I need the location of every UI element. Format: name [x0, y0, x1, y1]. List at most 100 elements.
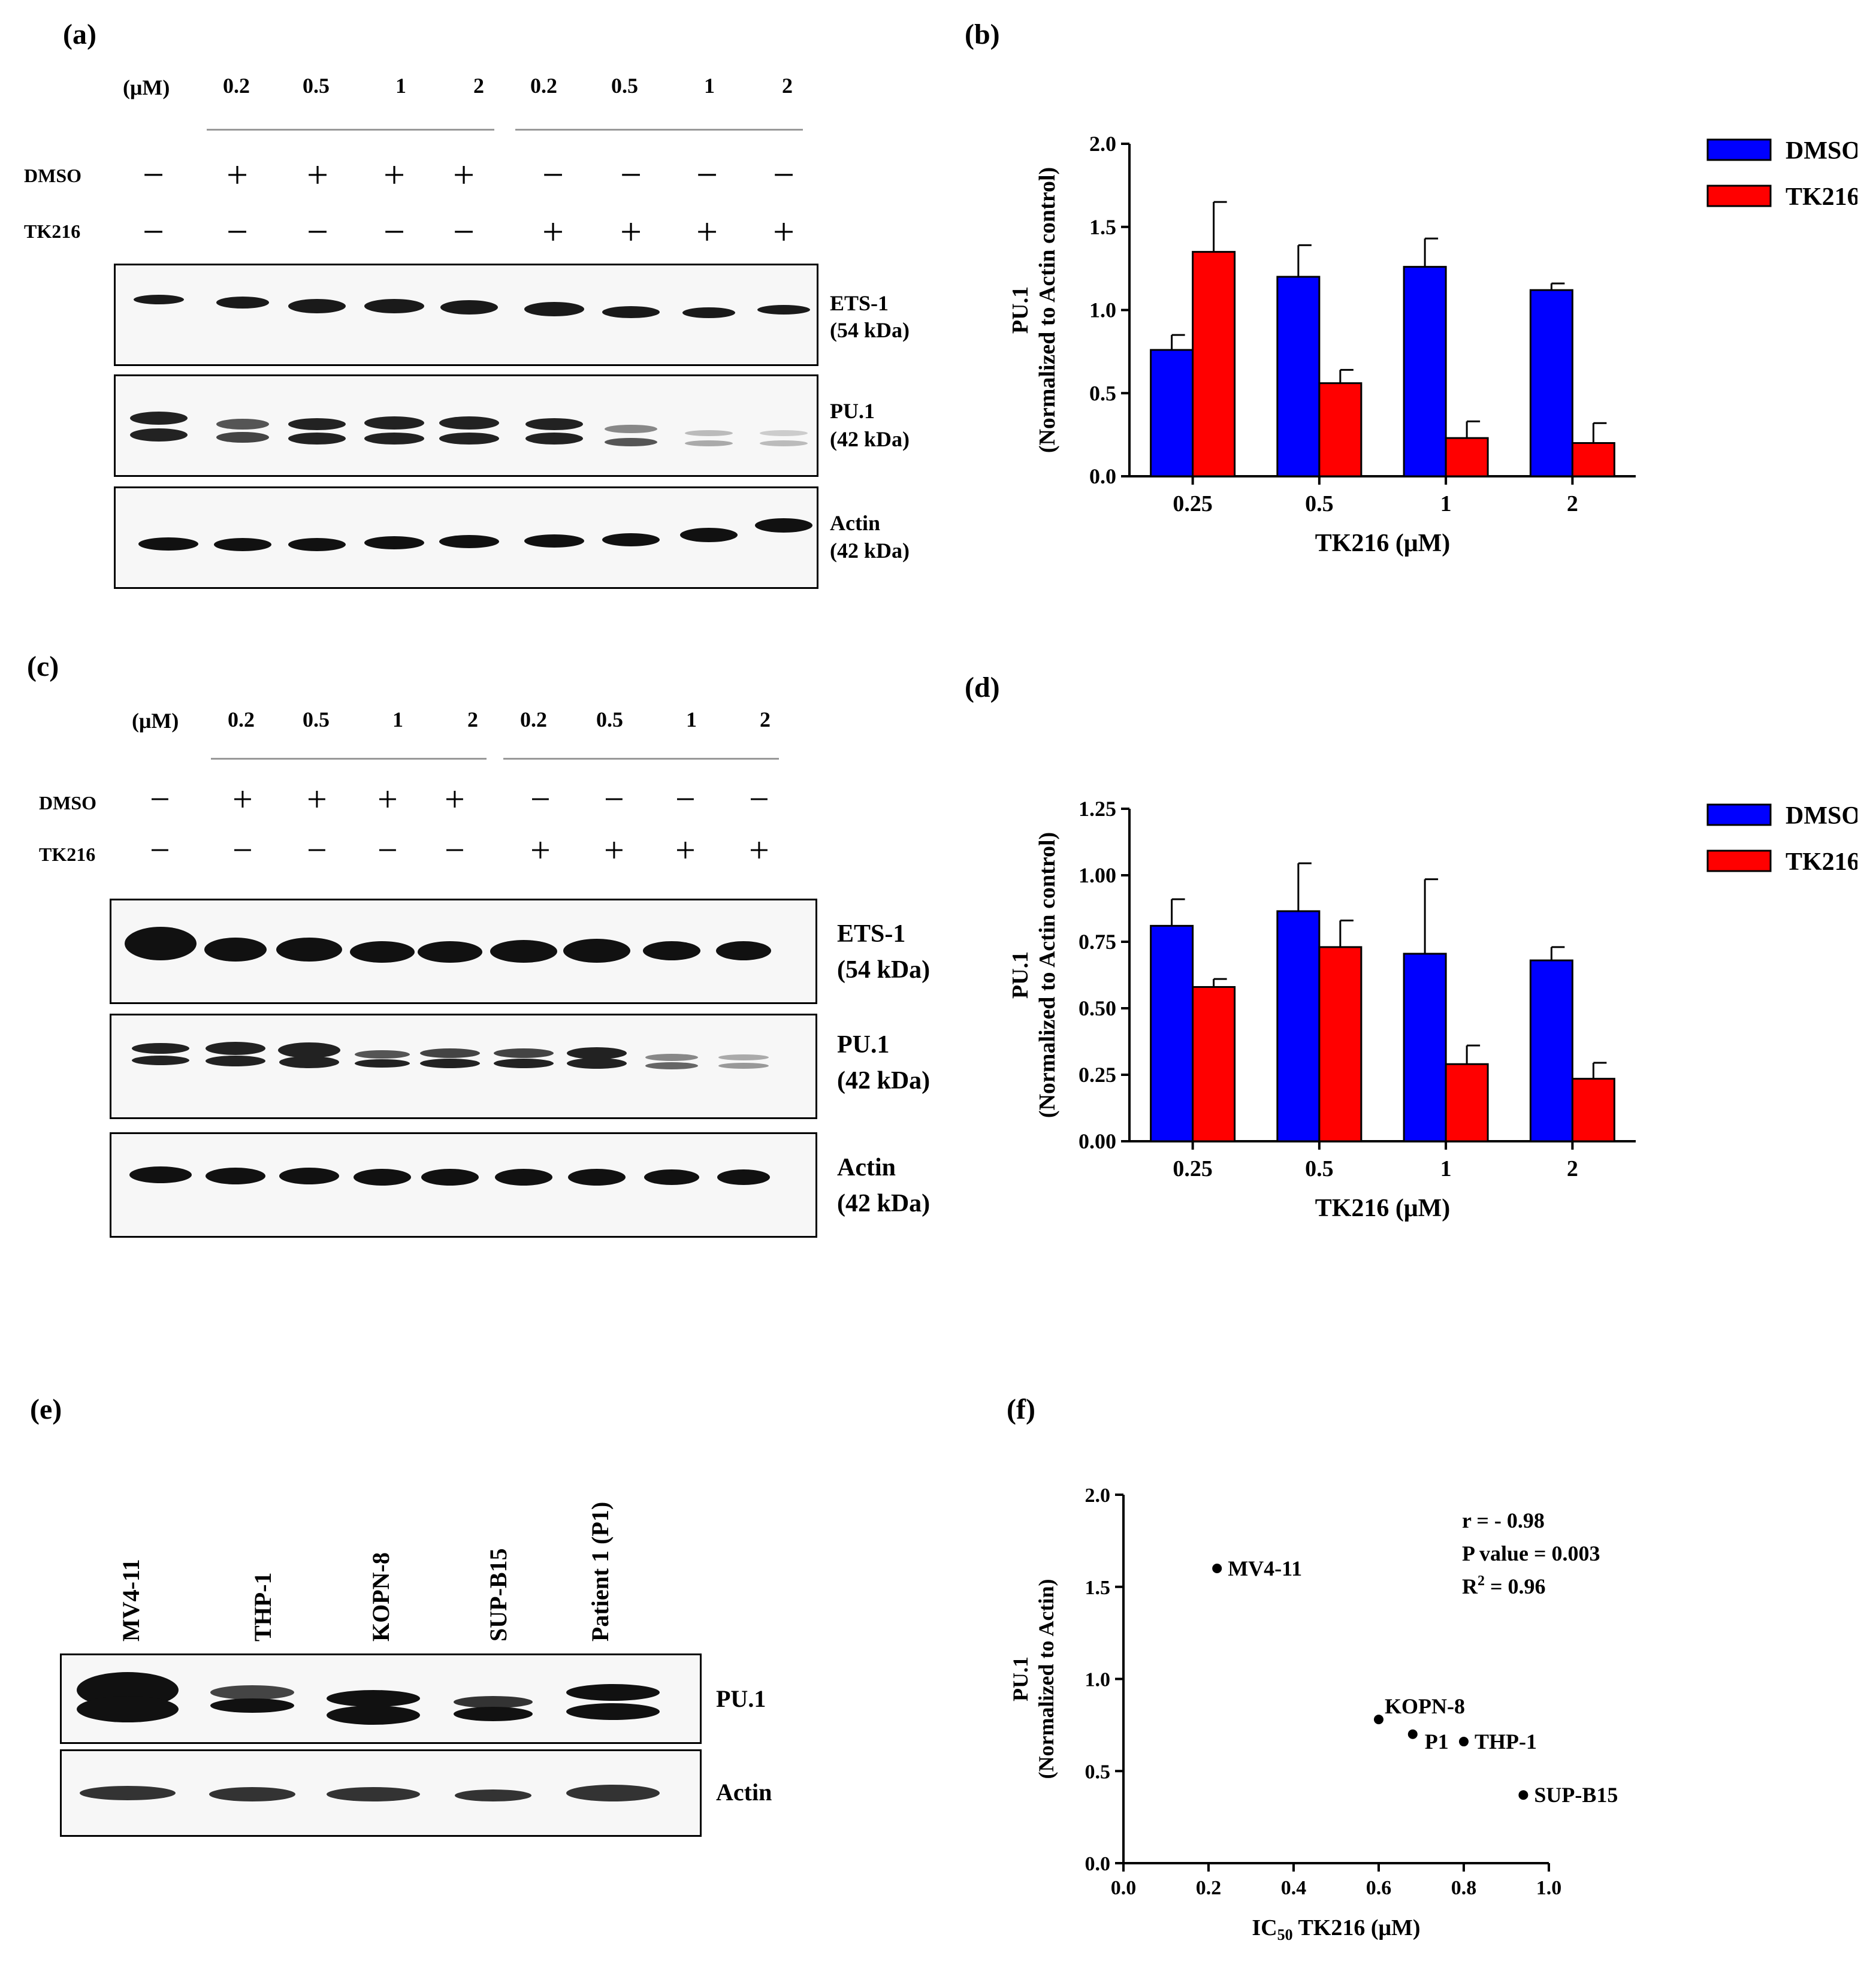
lane-label: SUP-B15 — [485, 1548, 512, 1642]
conc-label: 2 — [782, 74, 793, 98]
y-tick-label: 0.25 — [1079, 1063, 1116, 1087]
legend-label-dmso: DMSO — [1786, 802, 1857, 830]
legend-label-dmso: DMSO — [1786, 137, 1857, 165]
sign: + — [307, 779, 327, 819]
sign: + — [530, 830, 551, 870]
y-axis-subtitle: (Normalized to Actin) — [1034, 1579, 1058, 1779]
blot-a-actin — [114, 486, 818, 589]
x-tick-label: 0.8 — [1451, 1877, 1477, 1899]
sign: − — [620, 153, 642, 196]
dmso-bracket-line — [207, 129, 494, 131]
y-tick-label: 2.0 — [1089, 132, 1116, 156]
tk216-bracket-line — [503, 758, 779, 760]
band-label: Actin — [837, 1154, 896, 1181]
sign: + — [307, 153, 329, 196]
x-tick-label: 2 — [1567, 491, 1578, 516]
band-image-pu1 — [130, 412, 808, 446]
panel-label-b: (b) — [965, 19, 1000, 50]
x-tick-label: 0.5 — [1305, 1156, 1334, 1181]
stat-p: P value = 0.003 — [1462, 1541, 1600, 1565]
panel-label-c: (c) — [27, 651, 59, 682]
x-axis-title-main: IC — [1252, 1915, 1277, 1940]
conc-label: 0.5 — [596, 708, 623, 731]
bar-tk216 — [1571, 1078, 1615, 1142]
band-image-actin — [80, 1785, 660, 1801]
sign: − — [675, 779, 696, 819]
lane-label: KOPN-8 — [367, 1552, 394, 1642]
panel-label-d: (d) — [965, 672, 1000, 703]
x-tick-label: 1.0 — [1536, 1877, 1562, 1899]
sign: + — [542, 210, 564, 253]
tk216-row-label: TK216 — [24, 220, 81, 242]
x-axis-title-subscript: 50 — [1277, 1926, 1293, 1943]
y-tick-label: 2.0 — [1085, 1485, 1111, 1507]
bar-tk216 — [1318, 382, 1363, 477]
blot-a-pu1 — [114, 374, 818, 477]
sign: + — [620, 210, 642, 253]
sign: − — [453, 210, 475, 253]
band-size: (54 kDa) — [837, 956, 931, 984]
band-size: (42 kDa) — [837, 1190, 931, 1217]
x-tick-label: 0.5 — [1305, 491, 1334, 516]
conc-label: 2 — [467, 708, 478, 731]
sign: − — [226, 210, 249, 253]
bar-dmso — [1403, 265, 1447, 477]
sign: + — [232, 779, 253, 819]
blot-e-actin — [60, 1749, 702, 1837]
conc-label: 2 — [760, 708, 771, 731]
point-label: P1 — [1425, 1730, 1449, 1754]
sign: − — [143, 210, 165, 253]
sign: + — [675, 830, 696, 870]
x-tick-label: 0.2 — [1196, 1877, 1222, 1899]
conc-label: 0.2 — [223, 74, 250, 98]
sign: − — [530, 779, 551, 819]
panel-label-a: (a) — [63, 19, 96, 50]
data-point — [1407, 1729, 1418, 1739]
legend-label-tk216: TK216 — [1786, 183, 1857, 211]
sign: − — [377, 830, 398, 870]
blot-a-ets1 — [114, 264, 818, 366]
band-label: PU.1 — [830, 399, 875, 423]
conc-label: 0.2 — [530, 74, 557, 98]
sign: − — [604, 779, 624, 819]
band-label: ETS-1 — [830, 291, 889, 315]
bar-dmso — [1403, 953, 1447, 1142]
band-label: PU.1 — [716, 1685, 766, 1712]
band-label: Actin — [830, 511, 880, 535]
bar-tk216 — [1445, 437, 1489, 477]
sign: − — [542, 153, 564, 196]
sign: − — [232, 830, 253, 870]
sign: + — [604, 830, 624, 870]
band-image-pu1 — [132, 1042, 769, 1069]
legend-swatch-dmso — [1706, 138, 1772, 161]
tk216-bracket-line — [515, 129, 803, 131]
band-image-ets1 — [125, 927, 771, 963]
sign: + — [773, 210, 795, 253]
bar-dmso — [1276, 276, 1321, 477]
unit-label: (μM) — [132, 709, 179, 733]
x-axis-title: IC50 TK216 (μM) — [1252, 1915, 1420, 1943]
data-point — [1374, 1715, 1383, 1725]
y-tick-label: 1.0 — [1085, 1669, 1111, 1691]
legend-swatch-dmso — [1706, 803, 1772, 826]
band-size: (42 kDa) — [830, 539, 910, 563]
band-size: (42 kDa) — [837, 1067, 931, 1095]
y-axis-title: PU.1 — [1008, 1656, 1032, 1701]
unit-label: (μM) — [123, 75, 170, 99]
panel-label-f: (f) — [1007, 1393, 1035, 1425]
sign: + — [226, 153, 249, 196]
y-axis-title: PU.1 — [1008, 286, 1033, 334]
data-point — [1212, 1564, 1222, 1573]
y-tick-label: 0.5 — [1089, 381, 1116, 405]
sign: − — [307, 210, 329, 253]
band-label: ETS-1 — [837, 920, 906, 948]
blot-e-pu1 — [60, 1653, 702, 1744]
lane-label: MV4-11 — [117, 1559, 144, 1642]
bar-tk216 — [1445, 1063, 1489, 1142]
sign: − — [143, 153, 165, 196]
bar-dmso — [1529, 289, 1573, 477]
x-tick-label: 0.6 — [1366, 1877, 1392, 1899]
y-tick-label: 1.5 — [1085, 1577, 1111, 1599]
band-size: (54 kDa) — [830, 318, 910, 342]
conc-label: 1 — [704, 74, 715, 98]
